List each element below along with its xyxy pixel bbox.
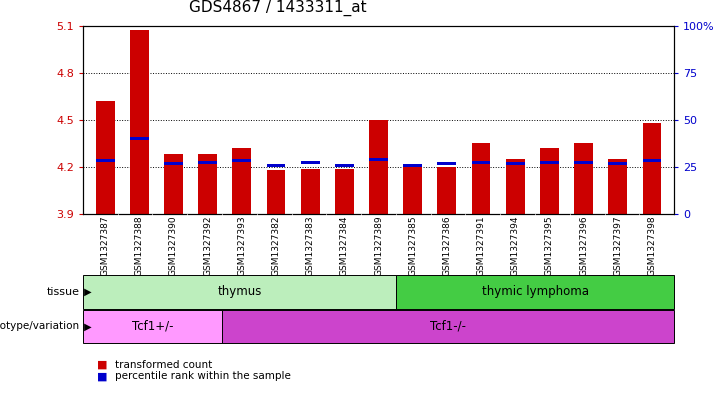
Bar: [164, 154, 183, 214]
Bar: [222, 310, 674, 343]
Bar: [335, 169, 354, 214]
Bar: [164, 162, 183, 165]
Bar: [438, 162, 456, 165]
Bar: [403, 164, 422, 167]
Text: Tcf1+/-: Tcf1+/-: [132, 320, 173, 333]
Bar: [301, 169, 319, 214]
Bar: [403, 167, 422, 214]
Text: ■: ■: [97, 360, 108, 370]
Bar: [540, 161, 559, 164]
Text: genotype/variation: genotype/variation: [0, 321, 79, 331]
Bar: [301, 161, 319, 164]
Text: GDS4867 / 1433311_at: GDS4867 / 1433311_at: [190, 0, 367, 16]
Text: Tcf1-/-: Tcf1-/-: [430, 320, 466, 333]
Bar: [267, 164, 286, 167]
Bar: [609, 162, 627, 165]
Bar: [198, 154, 217, 214]
Bar: [438, 167, 456, 214]
Text: thymus: thymus: [217, 285, 262, 298]
Bar: [130, 137, 149, 140]
Text: transformed count: transformed count: [115, 360, 213, 370]
Bar: [96, 101, 115, 214]
Bar: [506, 162, 525, 165]
Bar: [267, 170, 286, 214]
Bar: [335, 164, 354, 167]
Bar: [609, 159, 627, 214]
Bar: [130, 30, 149, 214]
Text: tissue: tissue: [46, 287, 79, 297]
Bar: [642, 159, 661, 162]
Bar: [96, 159, 115, 162]
Bar: [83, 275, 396, 309]
Bar: [396, 275, 674, 309]
Text: percentile rank within the sample: percentile rank within the sample: [115, 371, 291, 382]
Text: ▶: ▶: [81, 287, 92, 297]
Bar: [642, 123, 661, 214]
Text: ▶: ▶: [81, 321, 92, 331]
Bar: [472, 143, 490, 214]
Bar: [83, 310, 222, 343]
Bar: [232, 159, 251, 162]
Text: thymic lymphoma: thymic lymphoma: [482, 285, 588, 298]
Bar: [369, 158, 388, 161]
Bar: [232, 148, 251, 214]
Bar: [472, 161, 490, 164]
Text: ■: ■: [97, 371, 108, 382]
Bar: [369, 120, 388, 214]
Bar: [574, 161, 593, 164]
Bar: [540, 148, 559, 214]
Bar: [574, 143, 593, 214]
Bar: [506, 159, 525, 214]
Bar: [198, 161, 217, 164]
